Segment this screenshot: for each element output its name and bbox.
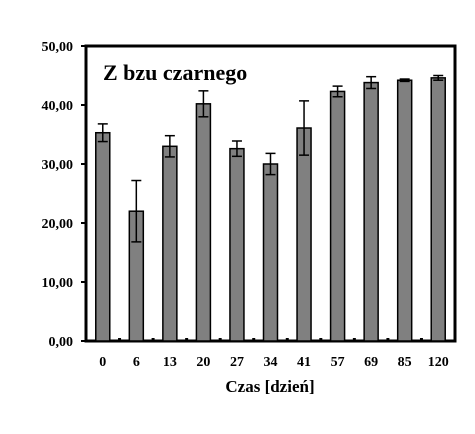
y-tick-label: 30,00: [42, 158, 74, 173]
y-tick-label: 10,00: [42, 276, 74, 291]
error-bar: [231, 140, 242, 158]
error-bar: [164, 134, 175, 158]
bar: [363, 81, 379, 342]
error-bars-layer: [97, 74, 444, 243]
error-bar: [131, 179, 142, 243]
bar: [229, 147, 245, 342]
x-tick-label: 20: [196, 355, 210, 370]
bar: [195, 103, 212, 342]
chart-title: Z bzu czarnego: [103, 60, 247, 85]
y-tick-label: 0,00: [49, 335, 74, 350]
error-bar: [299, 100, 310, 156]
x-tick-label: 120: [428, 355, 449, 370]
x-tick-label: 69: [364, 355, 378, 370]
x-tick-label: 0: [99, 355, 106, 370]
x-tick-label: 85: [398, 355, 412, 370]
y-tick-label: 50,00: [42, 40, 74, 55]
bar: [95, 131, 111, 342]
y-tick-label: 40,00: [42, 99, 74, 114]
x-tick-label: 41: [297, 355, 311, 370]
x-axis-ticks: 0 6 13 20 27 34 41 57 69 85 120: [99, 338, 449, 370]
bar: [329, 90, 346, 342]
error-bar: [366, 75, 377, 90]
y-tick-label: 20,00: [42, 217, 74, 232]
bars-layer: [95, 77, 446, 342]
x-tick-label: 57: [331, 355, 345, 370]
error-bar: [399, 78, 410, 83]
x-axis-title: Czas [dzień]: [225, 377, 314, 396]
bar: [430, 77, 446, 342]
x-tick-label: 6: [133, 355, 140, 370]
x-tick-label: 34: [264, 355, 278, 370]
x-tick-label: 13: [163, 355, 177, 370]
bar: [296, 127, 312, 342]
error-bar: [265, 152, 276, 176]
bar: [396, 79, 413, 342]
error-bar: [332, 85, 343, 98]
bar: [162, 145, 178, 342]
x-tick-label: 27: [230, 355, 244, 370]
bar: [262, 163, 279, 342]
error-bar: [198, 90, 209, 118]
error-bar: [433, 74, 444, 81]
error-bar: [97, 123, 108, 143]
y-axis-ticks: 0,00 10,00 20,00 30,00 40,00 50,00: [42, 40, 86, 350]
